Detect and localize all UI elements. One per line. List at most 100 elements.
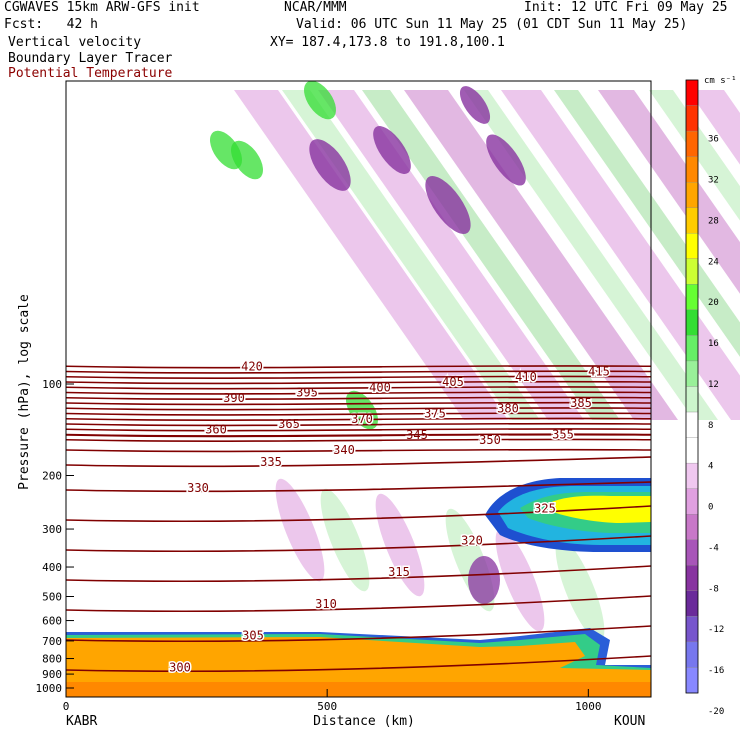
theta-line-330 xyxy=(65,481,652,493)
colorbar-swatch-18 xyxy=(685,539,699,566)
colorbar-swatch-6 xyxy=(685,233,699,259)
field-potential-temperature: Potential Temperature xyxy=(8,66,173,81)
theta-label-340: 340 xyxy=(333,443,355,457)
colorbar-label--16: -16 xyxy=(708,666,724,676)
velocity-band-4 xyxy=(404,90,678,420)
theta-line-355 xyxy=(65,433,652,437)
velocity-band-0 xyxy=(234,90,508,420)
downdraft-core-3 xyxy=(486,134,526,186)
left-endpoint-label: KABR xyxy=(66,714,97,729)
theta-label-320: 320 xyxy=(461,533,483,547)
theta-line-405 xyxy=(65,380,652,385)
colorbar-swatch-5 xyxy=(685,207,699,234)
y-tick-label-400: 400 xyxy=(42,561,62,574)
downdraft-core-4 xyxy=(459,86,491,124)
velocity-band-6 xyxy=(501,90,740,420)
colorbar-label-20: 20 xyxy=(708,298,719,308)
theta-label-360: 360 xyxy=(205,422,227,436)
theta-label-415: 415 xyxy=(588,365,610,379)
y-tick-label-900: 900 xyxy=(42,668,62,681)
y-tick-label-100: 100 xyxy=(42,378,62,391)
plot-border xyxy=(65,80,652,698)
colorbar-swatch-10 xyxy=(685,335,699,362)
theta-label-325: 325 xyxy=(534,502,556,516)
x-tick-label-1000: 1000 xyxy=(575,700,602,713)
boundary-layer-surface xyxy=(66,682,651,697)
lower-band-5 xyxy=(555,538,605,642)
lower-band-2 xyxy=(375,493,425,597)
colorbar-swatch-1 xyxy=(685,105,699,132)
theta-line-320 xyxy=(65,535,652,553)
theta-line-305 xyxy=(65,625,652,643)
theta-line-375 xyxy=(65,412,652,416)
theta-label-355: 355 xyxy=(552,428,574,442)
theta-line-365 xyxy=(65,422,652,427)
theta-line-300 xyxy=(65,655,652,673)
model-title: CGWAVES 15km ARW-GFS init xyxy=(4,0,200,15)
colorbar-swatch-4 xyxy=(685,182,699,208)
y-tick-label-200: 200 xyxy=(42,470,62,483)
downdraft-core-2 xyxy=(373,126,411,174)
velocity-band-8 xyxy=(598,90,740,294)
theta-label-390: 390 xyxy=(223,391,245,405)
x-tick-label-500: 500 xyxy=(317,700,337,713)
theta-label-385: 385 xyxy=(570,396,592,410)
y-tick-label-600: 600 xyxy=(42,615,62,628)
lower-band-0 xyxy=(275,478,325,582)
colorbar-swatch-12 xyxy=(685,386,699,413)
theta-label-310: 310 xyxy=(315,597,337,611)
y-axis-label: Pressure (hPa), log scale xyxy=(17,294,32,490)
colorbar-swatch-20 xyxy=(685,590,699,617)
colorbar-swatch-0 xyxy=(685,79,699,106)
colorbar-swatch-14 xyxy=(685,437,699,464)
colorbar-swatch-9 xyxy=(685,309,699,336)
theta-label-375: 375 xyxy=(424,407,446,421)
lower-band-4 xyxy=(495,528,545,632)
colorbar-label-16: 16 xyxy=(708,339,719,349)
y-tick-label-500: 500 xyxy=(42,590,62,603)
theta-label-350: 350 xyxy=(479,433,501,447)
downdraft-core-0 xyxy=(309,139,351,191)
valid-time: Valid: 06 UTC Sun 11 May 25 (01 CDT Sun … xyxy=(296,17,688,32)
theta-line-410 xyxy=(65,375,652,379)
colorbar-swatch-19 xyxy=(685,565,699,591)
vertical-velocity-shading xyxy=(66,80,740,697)
theta-line-335 xyxy=(65,456,652,468)
cross-section-endpoints: XY= 187.4,173.8 to 191.8,100.1 xyxy=(270,35,505,50)
colorbar-swatch-17 xyxy=(685,514,699,540)
x-tick-label-0: 0 xyxy=(63,700,70,713)
colorbar-swatch-2 xyxy=(685,130,699,157)
theta-label-300: 300 xyxy=(169,660,191,674)
colorbar-swatch-7 xyxy=(685,258,699,285)
theta-line-325 xyxy=(65,505,652,523)
theta-label-305: 305 xyxy=(242,629,264,643)
theta-label-405: 405 xyxy=(442,375,464,389)
colorbar-label-4: 4 xyxy=(708,462,713,472)
theta-line-350 xyxy=(65,438,652,442)
theta-line-340 xyxy=(65,448,652,453)
colorbar-label-24: 24 xyxy=(708,257,719,267)
y-tick-label-1000: 1000 xyxy=(36,682,63,695)
theta-line-315 xyxy=(65,565,652,583)
theta-line-310 xyxy=(65,595,652,613)
theta-line-395 xyxy=(65,391,652,395)
right-endpoint-label: KOUN xyxy=(614,714,645,729)
init-time: Init: 12 UTC Fri 09 May 25 xyxy=(524,0,728,15)
x-axis-label: Distance (km) xyxy=(313,714,415,729)
colorbar-label--8: -8 xyxy=(708,584,719,594)
theta-line-385 xyxy=(65,401,652,406)
velocity-band-3 xyxy=(362,90,620,420)
colorbar-swatch-13 xyxy=(685,411,699,438)
colorbar: 36 32 28 24 20 16 12 8 4 0 -4 -8 -12 -16 -20 xyxy=(685,79,724,717)
institution: NCAR/MMM xyxy=(284,0,347,15)
forecast-hour: Fcst: 42 h xyxy=(4,17,98,32)
downdraft-core-1 xyxy=(425,176,471,234)
colorbar-swatch-21 xyxy=(685,616,699,643)
y-tick-label-700: 700 xyxy=(42,635,62,648)
theta-label-410: 410 xyxy=(515,370,537,384)
field-vertical-velocity: Vertical velocity xyxy=(8,35,142,50)
colorbar-swatch-16 xyxy=(685,488,699,515)
colorbar-label-36: 36 xyxy=(708,135,719,145)
